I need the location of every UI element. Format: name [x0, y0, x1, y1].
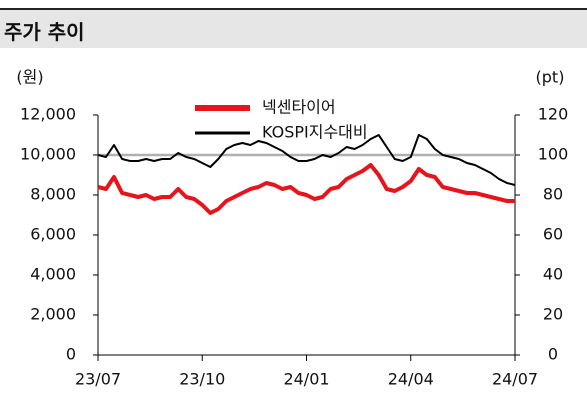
y2-tick-label: 40 [543, 265, 563, 284]
legend-label: 넥센타이어 [262, 98, 336, 117]
y2-axis-label: (pt) [536, 68, 565, 87]
y2-tick-label: 60 [543, 225, 563, 244]
x-tick-label: 23/10 [179, 370, 225, 389]
x-tick-label: 24/04 [388, 370, 434, 389]
title: 주가 추이 [4, 20, 85, 44]
series-line [97, 163, 515, 215]
header: 주가 추이 [0, 8, 587, 48]
y-axis-label: (원) [16, 68, 43, 87]
y2-tick-label: 20 [543, 305, 563, 324]
y-tick-label: 10,000 [20, 145, 76, 164]
y2-tick-label: 120 [538, 105, 569, 124]
y-tick-label: 6,000 [30, 225, 76, 244]
x-tick-label: 23/07 [75, 370, 121, 389]
y-tick-label: 4,000 [30, 265, 76, 284]
x-tick-label: 24/01 [283, 370, 329, 389]
y-tick-label: 2,000 [30, 305, 76, 324]
y2-tick-label: 80 [543, 185, 563, 204]
legend-label: KOSPI지수대비 [262, 123, 368, 142]
y2-tick-label: 0 [548, 345, 558, 364]
y-tick-label: 8,000 [30, 185, 76, 204]
y2-tick-label: 100 [538, 145, 569, 164]
y-tick-label: 0 [66, 345, 76, 364]
series-line [97, 134, 516, 186]
x-tick-label: 24/07 [492, 370, 538, 389]
y-tick-label: 12,000 [20, 105, 76, 124]
